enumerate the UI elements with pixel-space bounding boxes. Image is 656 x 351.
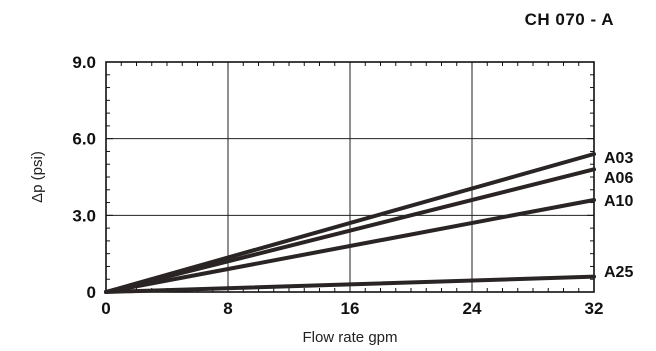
x-tick-label: 8: [223, 299, 232, 318]
series-line-a10: [104, 198, 596, 294]
series-line-a06: [104, 167, 596, 294]
chart-title: CH 070 - A: [524, 10, 614, 29]
series-line-a25: [104, 274, 596, 294]
x-tick-label: 0: [101, 299, 110, 318]
series-label-a10: A10: [604, 193, 633, 210]
x-tick-labels: 0 8 16 24 32: [101, 299, 603, 318]
series-label-a03: A03: [604, 150, 633, 167]
x-tick-label: 32: [585, 299, 604, 318]
y-tick-label: 3.0: [72, 206, 96, 225]
y-tick-label: 0: [87, 283, 96, 302]
y-tick-labels: 0 3.0 6.0 9.0: [72, 53, 96, 302]
y-axis-label: Δp (psi): [29, 151, 46, 203]
x-tick-label: 16: [341, 299, 360, 318]
series-line-a03: [104, 152, 596, 294]
series-label-a06: A06: [604, 170, 633, 187]
series-labels: A03 A06 A10 A25: [604, 150, 633, 281]
series-label-a25: A25: [604, 264, 633, 281]
y-tick-label: 6.0: [72, 130, 96, 149]
grid: [106, 62, 594, 292]
y-tick-label: 9.0: [72, 53, 96, 72]
x-tick-label: 24: [463, 299, 482, 318]
x-axis-label: Flow rate gpm: [302, 329, 397, 346]
series-lines: [104, 152, 596, 294]
